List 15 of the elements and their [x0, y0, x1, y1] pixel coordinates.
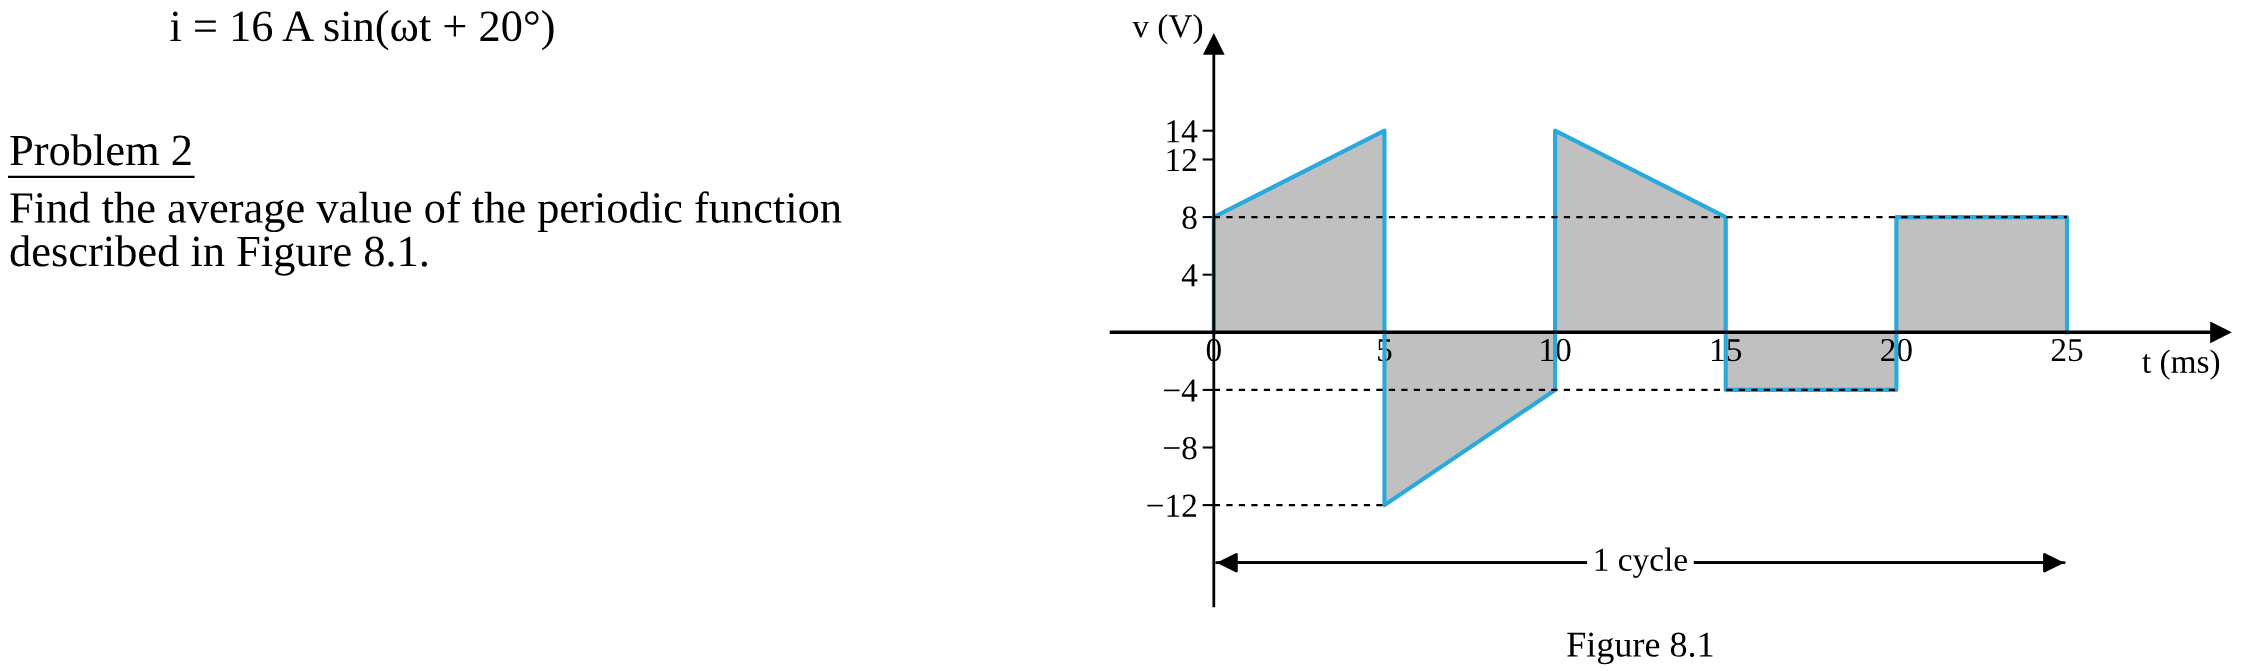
text: Problem 2	[10, 134, 191, 166]
y-tick-label: −8	[1164, 436, 1197, 460]
text: Figure 8.1	[1567, 632, 1713, 665]
y-tick-label: −12	[1147, 494, 1196, 517]
y-axis-title: v (V)	[1132, 14, 1203, 45]
y-tick-label: 8	[1182, 206, 1197, 229]
annotation: 1 cycle	[1595, 547, 1687, 578]
y-tick-label: 14	[1167, 120, 1198, 143]
text: Find the average value of the periodic function described in Figure 8.1.	[10, 191, 842, 276]
x-axis-title: t (ms)	[2142, 349, 2220, 380]
y-tick-label: −4	[1164, 379, 1198, 402]
y-tick-label: 12	[1167, 148, 1196, 172]
x-tick-label: 25	[2051, 338, 2083, 362]
y-tick-label: 4	[1181, 264, 1198, 287]
text: i = 16 A sin(ωt + 20°)	[170, 10, 554, 51]
